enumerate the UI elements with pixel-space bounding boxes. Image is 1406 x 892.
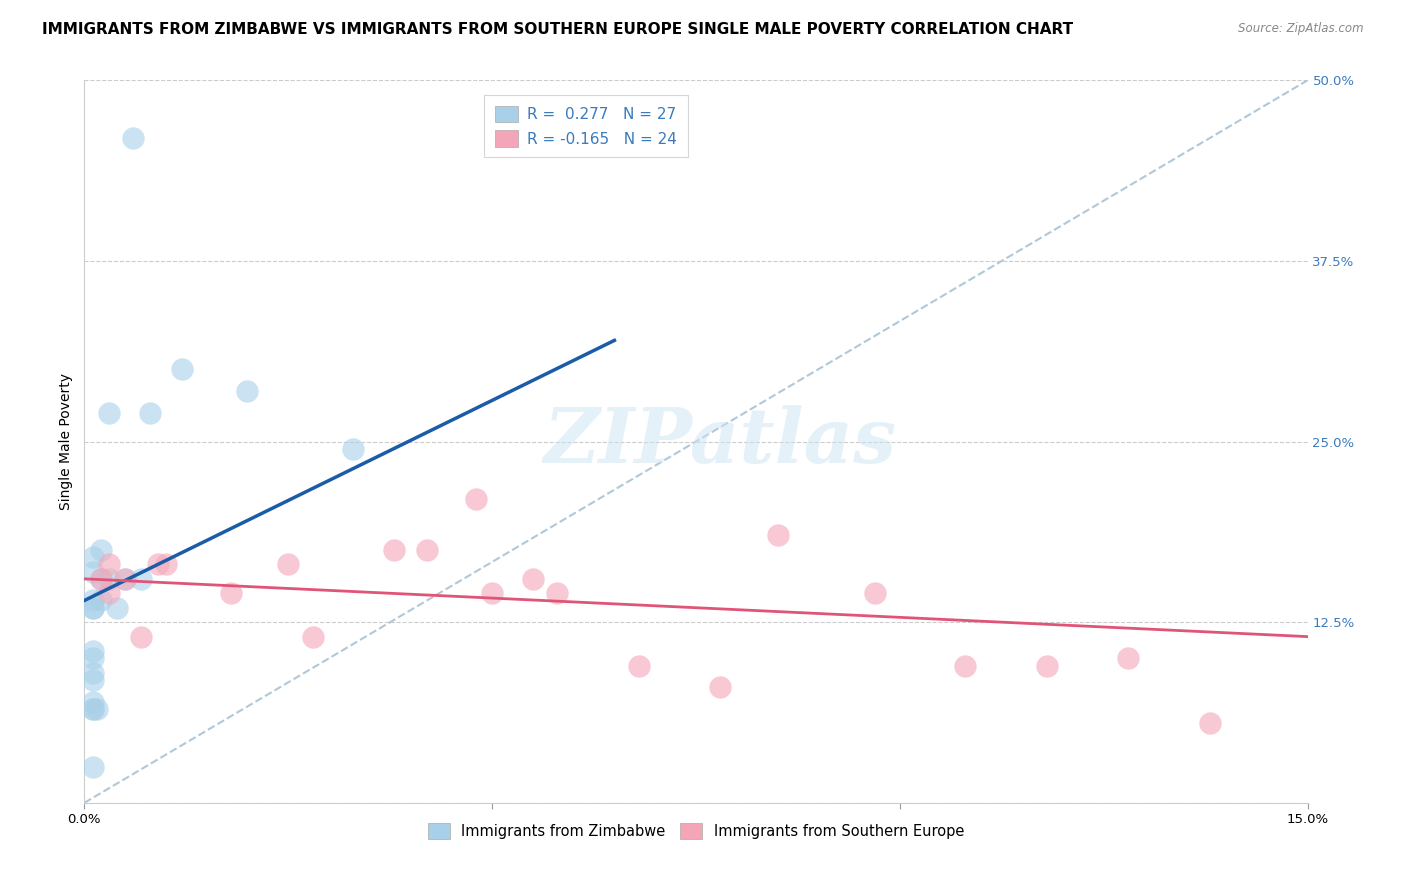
Point	[82, 695, 104, 709]
Point	[342, 442, 364, 456]
Point	[1116, 651, 1139, 665]
Point	[131, 630, 153, 644]
Point	[382, 542, 405, 557]
Point	[82, 593, 104, 607]
Point	[522, 572, 544, 586]
Point	[90, 593, 112, 607]
Point	[97, 586, 120, 600]
Point	[277, 558, 299, 572]
Text: Source: ZipAtlas.com: Source: ZipAtlas.com	[1239, 22, 1364, 36]
Point	[953, 658, 976, 673]
Legend: Immigrants from Zimbabwe, Immigrants from Southern Europe: Immigrants from Zimbabwe, Immigrants fro…	[420, 815, 972, 847]
Point	[90, 542, 112, 557]
Point	[82, 702, 104, 716]
Point	[82, 550, 104, 565]
Point	[82, 702, 104, 716]
Point	[114, 572, 136, 586]
Point	[481, 586, 503, 600]
Text: ZIPatlas: ZIPatlas	[544, 405, 897, 478]
Point	[627, 658, 650, 673]
Point	[82, 673, 104, 687]
Point	[122, 131, 145, 145]
Point	[301, 630, 323, 644]
Point	[709, 680, 731, 694]
Point	[90, 572, 112, 586]
Point	[97, 572, 120, 586]
Point	[131, 572, 153, 586]
Point	[219, 586, 242, 600]
Point	[86, 702, 108, 716]
Text: IMMIGRANTS FROM ZIMBABWE VS IMMIGRANTS FROM SOUTHERN EUROPE SINGLE MALE POVERTY : IMMIGRANTS FROM ZIMBABWE VS IMMIGRANTS F…	[42, 22, 1073, 37]
Point	[105, 600, 128, 615]
Point	[138, 406, 160, 420]
Point	[82, 600, 104, 615]
Point	[97, 406, 120, 420]
Point	[865, 586, 887, 600]
Point	[172, 362, 194, 376]
Point	[464, 492, 486, 507]
Point	[155, 558, 177, 572]
Point	[1035, 658, 1057, 673]
Point	[97, 558, 120, 572]
Point	[82, 665, 104, 680]
Point	[82, 644, 104, 658]
Point	[146, 558, 169, 572]
Point	[416, 542, 439, 557]
Y-axis label: Single Male Poverty: Single Male Poverty	[59, 373, 73, 510]
Point	[82, 760, 104, 774]
Point	[82, 565, 104, 579]
Point	[1198, 716, 1220, 731]
Point	[766, 528, 789, 542]
Point	[236, 384, 259, 398]
Point	[82, 651, 104, 665]
Point	[90, 572, 112, 586]
Point	[114, 572, 136, 586]
Point	[546, 586, 568, 600]
Point	[82, 600, 104, 615]
